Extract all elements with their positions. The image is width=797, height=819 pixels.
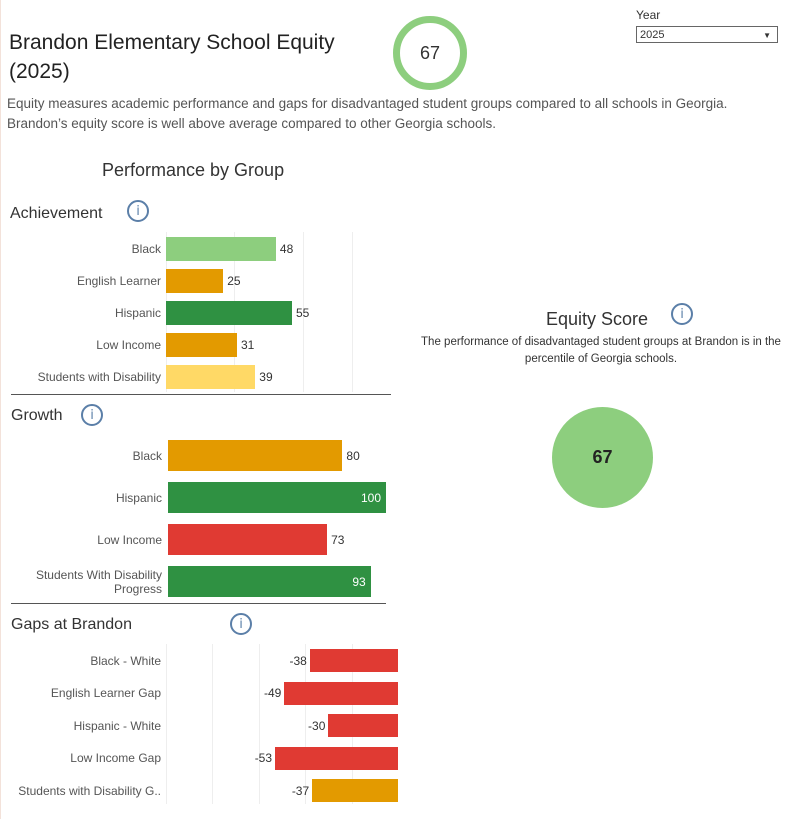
row-label: Students With Disability Progress: [35, 567, 162, 596]
achievement-heading: Achievement: [10, 205, 103, 222]
divider: [11, 603, 386, 604]
page-title: Brandon Elementary School Equity (2025): [9, 31, 335, 83]
row-label: Low Income: [96, 338, 161, 352]
bar-growth: [168, 440, 343, 471]
bar-growth: [168, 482, 386, 513]
value-label: 80: [346, 448, 360, 463]
row-label: Hispanic: [114, 306, 161, 320]
bar-achievement: [166, 237, 276, 261]
value-label: 31: [240, 338, 255, 352]
gridline: [303, 232, 304, 392]
equity-info-icon[interactable]: i: [671, 303, 693, 325]
value-label: -53: [254, 751, 273, 765]
gridline: [259, 644, 260, 804]
equity-score-title: Equity Score: [546, 309, 649, 329]
bar-gaps: [284, 681, 398, 705]
gridline: [166, 644, 167, 804]
gridline: [305, 644, 306, 804]
bar-gaps: [275, 746, 398, 770]
row-label: Black - White: [90, 653, 161, 668]
growth-chart: Black 80 Hispanic 100 Low Income 73 Students W…: [1, 436, 391, 602]
row-label: English Learner: [76, 274, 161, 288]
row-label: Low Income: [97, 532, 162, 547]
divider: [11, 394, 391, 395]
performance-title: Performance by Group: [102, 160, 285, 180]
value-label: -30: [308, 718, 326, 733]
row-label: Hispanic: [115, 490, 162, 505]
row-label: Students with Disability: [37, 370, 161, 384]
bar-achievement: [166, 269, 224, 293]
score-ring: 67: [393, 16, 467, 90]
gaps-heading: Gaps at Brandon: [11, 616, 132, 633]
gridline: [352, 232, 353, 392]
value-label: 25: [227, 274, 241, 288]
bar-gaps: [328, 714, 398, 737]
bar-achievement: [166, 365, 256, 389]
growth-heading: Growth: [11, 407, 63, 424]
value-label: 39: [259, 370, 273, 384]
equity-description: The performance of disadvantaged student…: [421, 336, 781, 365]
value-label: 93: [352, 574, 366, 589]
row-label: Low Income Gap: [70, 751, 161, 765]
dropdown-arrow-icon: ▼: [763, 31, 771, 40]
bar-achievement: [166, 333, 237, 357]
equity-score-circle: 67: [552, 407, 653, 508]
value-label: -38: [289, 653, 307, 668]
growth-info-icon[interactable]: i: [81, 404, 103, 426]
bar-growth: [168, 524, 328, 555]
year-label: Year: [636, 8, 661, 22]
year-select[interactable]: 2025 ▼: [636, 26, 778, 43]
gridline: [212, 644, 213, 804]
value-label: 73: [331, 532, 345, 547]
gaps-info-icon[interactable]: i: [230, 613, 252, 635]
row-label: Hispanic - White: [73, 718, 161, 733]
value-label: 48: [279, 242, 294, 256]
value-label: 100: [360, 490, 381, 505]
value-label: -49: [263, 686, 282, 700]
row-label: Black: [131, 242, 161, 256]
bar-growth: [168, 566, 371, 597]
row-label: Students with Disability G..: [18, 783, 161, 798]
description: Equity measures academic performance and…: [7, 96, 728, 131]
value-label: -37: [291, 783, 310, 798]
achievement-chart: Black 48 English Learner 25 Hispanic 55 Low In…: [1, 232, 391, 392]
bar-achievement: [166, 301, 292, 325]
row-label: English Learner Gap: [50, 686, 161, 700]
bar-gaps: [309, 649, 398, 672]
gaps-chart: Black - White -38 English Learner Gap -49 Hi…: [1, 644, 401, 804]
achievement-info-icon[interactable]: i: [127, 200, 149, 222]
bar-gaps: [312, 779, 398, 802]
value-label: 55: [295, 306, 310, 320]
row-label: Black: [132, 448, 162, 463]
